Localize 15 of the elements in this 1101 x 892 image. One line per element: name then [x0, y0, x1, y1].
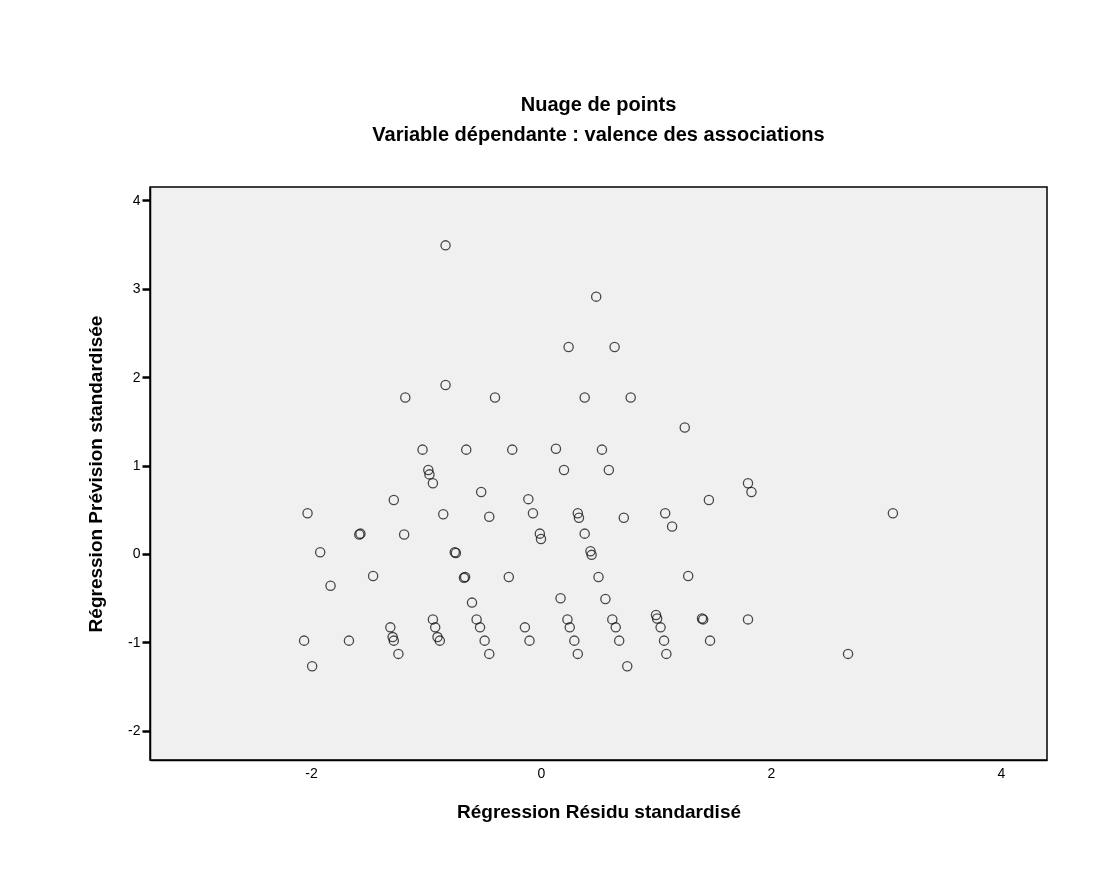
y-tick-label: 1	[132, 457, 141, 474]
y-axis-title: Régression Prévision standardisée	[85, 315, 107, 633]
y-tick-label: -2	[128, 722, 141, 739]
x-tick-label: 0	[537, 764, 546, 781]
x-axis-title: Régression Résidu standardisé	[456, 800, 742, 822]
y-tick-label: 3	[132, 280, 141, 297]
y-tick-label: 4	[132, 191, 141, 208]
x-tick-label: -2	[305, 764, 318, 781]
y-tick-label: 2	[132, 368, 141, 385]
y-tick-label: -1	[128, 633, 141, 650]
chart-title: Nuage de points	[520, 93, 677, 115]
x-tick-label: 4	[997, 764, 1006, 781]
y-tick-label: 0	[132, 545, 141, 562]
x-tick-label: 2	[767, 764, 776, 781]
chart-subtitle: Variable dépendante : valence des associations	[372, 123, 825, 145]
